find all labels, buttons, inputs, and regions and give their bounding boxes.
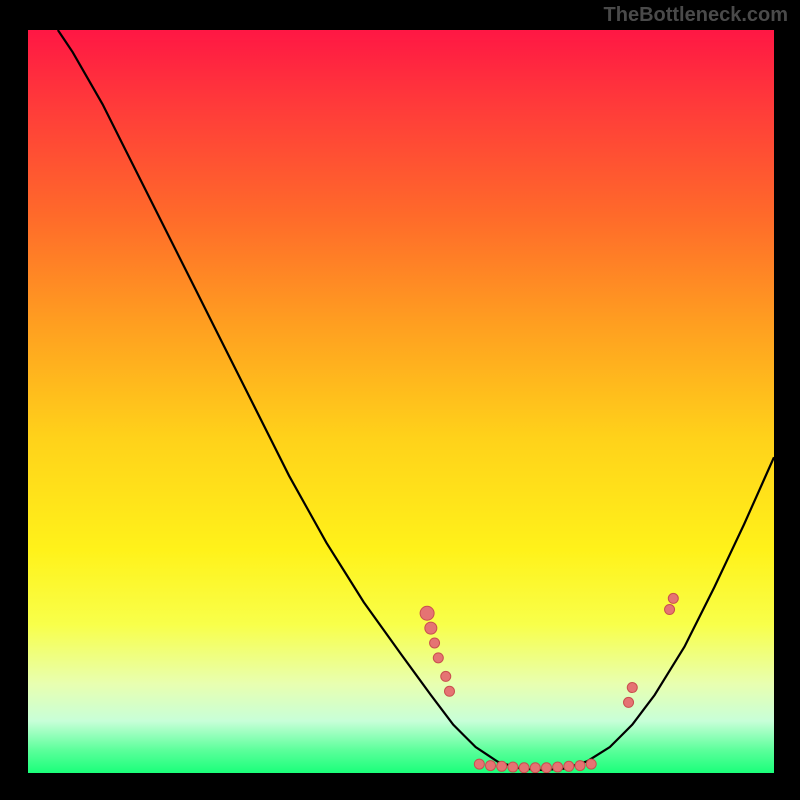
chart-overlay [28, 30, 774, 773]
data-marker [430, 638, 440, 648]
bottleneck-curve [58, 30, 774, 770]
data-marker [420, 606, 434, 620]
data-marker [575, 761, 585, 771]
data-marker [497, 761, 507, 771]
data-marker [627, 683, 637, 693]
data-markers [420, 593, 678, 772]
data-marker [564, 761, 574, 771]
data-marker [433, 653, 443, 663]
plot-area [28, 30, 774, 773]
data-marker [441, 671, 451, 681]
chart-container: TheBottleneck.com [0, 0, 800, 800]
data-marker [519, 763, 529, 773]
data-marker [486, 761, 496, 771]
data-marker [444, 686, 454, 696]
data-marker [541, 763, 551, 773]
data-marker [553, 762, 563, 772]
data-marker [586, 759, 596, 769]
data-marker [665, 605, 675, 615]
data-marker [530, 763, 540, 773]
data-marker [624, 697, 634, 707]
data-marker [508, 762, 518, 772]
watermark-text: TheBottleneck.com [604, 4, 788, 27]
data-marker [668, 593, 678, 603]
data-marker [425, 622, 437, 634]
data-marker [474, 759, 484, 769]
